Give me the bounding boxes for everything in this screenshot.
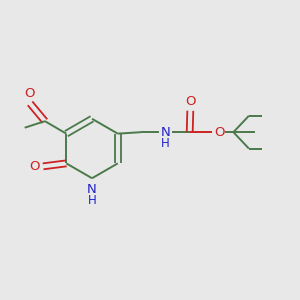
Text: N: N — [160, 126, 170, 139]
Text: N: N — [87, 183, 97, 196]
Text: O: O — [29, 160, 40, 173]
Text: O: O — [24, 87, 34, 100]
Text: O: O — [185, 95, 196, 108]
Text: H: H — [88, 194, 96, 207]
Text: H: H — [161, 137, 170, 150]
Text: O: O — [214, 126, 225, 139]
